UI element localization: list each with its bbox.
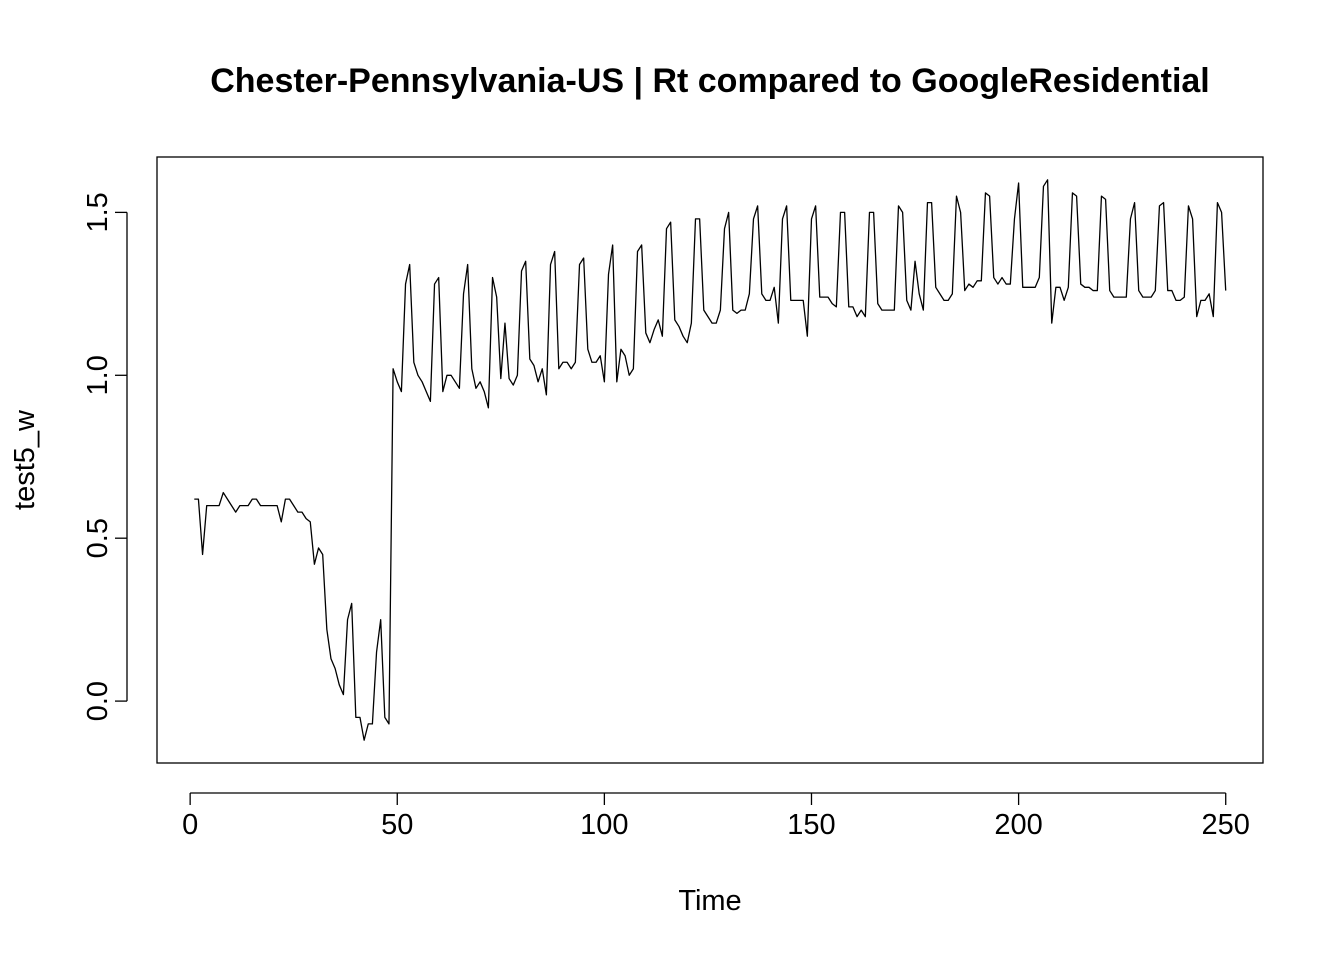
y-tick-label: 1.5 xyxy=(82,192,114,232)
x-axis-label: Time xyxy=(678,885,741,917)
x-tick-label: 50 xyxy=(381,809,413,841)
plot-frame xyxy=(156,156,1264,764)
x-tick-label: 0 xyxy=(182,809,198,841)
x-tick-label: 150 xyxy=(787,809,835,841)
series-line-0 xyxy=(194,179,1227,741)
y-tick-label: 1.0 xyxy=(82,355,114,395)
y-tick-label: 0.0 xyxy=(82,681,114,721)
series-layer xyxy=(194,179,1227,741)
x-tick-label: 200 xyxy=(994,809,1042,841)
x-axis: 0 50 100 150 200 250 xyxy=(182,792,1250,841)
y-axis-label: test5_w xyxy=(9,409,41,510)
x-tick-label: 100 xyxy=(580,809,628,841)
x-tick-label: 250 xyxy=(1202,809,1250,841)
chart-title: Chester-Pennsylvania-US | Rt compared to… xyxy=(210,62,1210,100)
y-tick-label: 0.5 xyxy=(82,518,114,558)
y-axis: 0.0 0.5 1.0 1.5 xyxy=(82,192,128,721)
